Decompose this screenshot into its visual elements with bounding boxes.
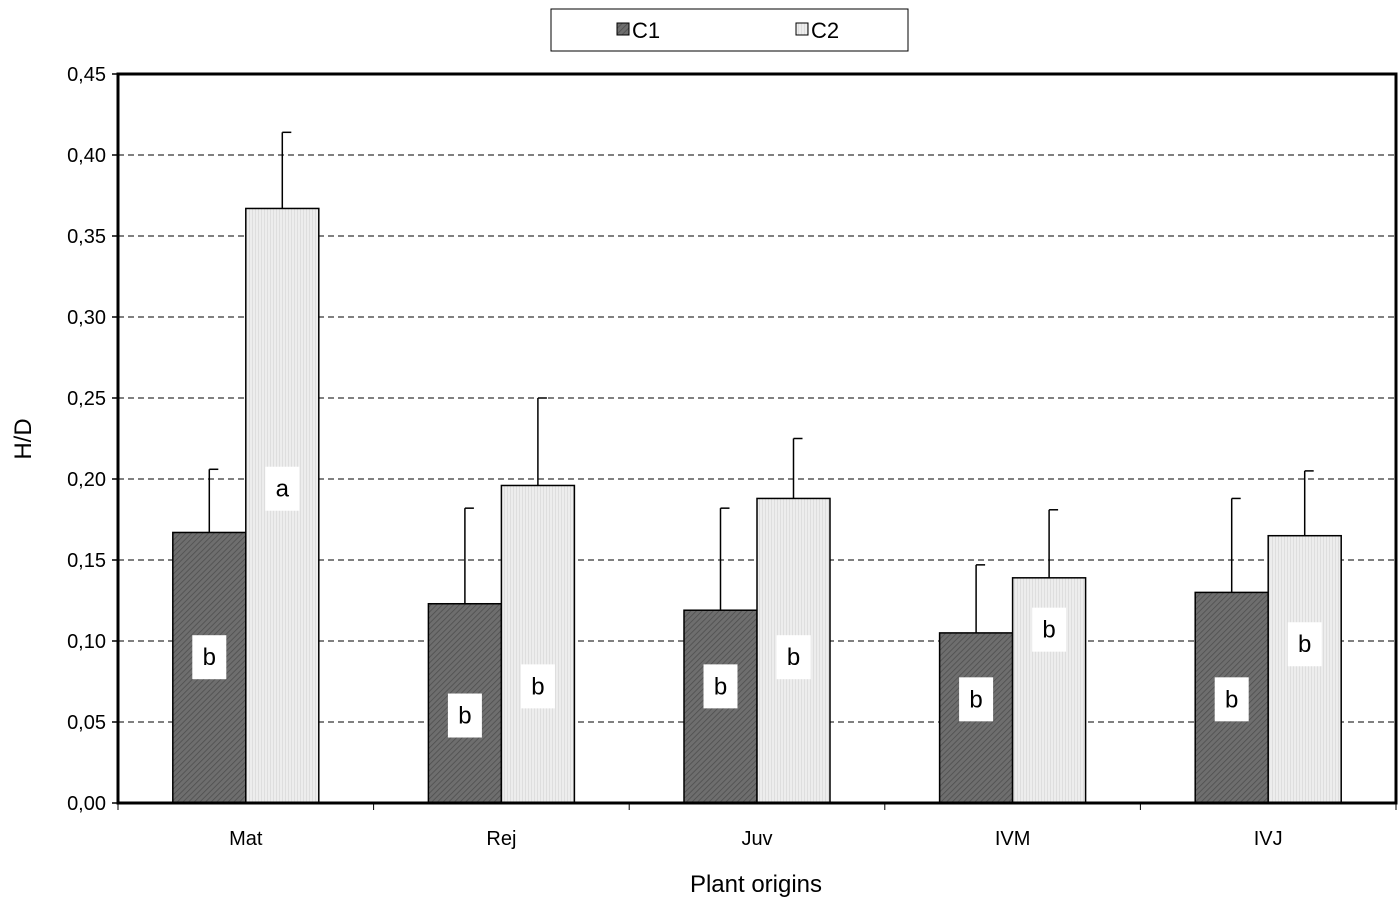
significance-letter: b (203, 644, 216, 671)
legend-label-c1: C1 (632, 18, 660, 43)
y-tick-label: 0,05 (67, 712, 106, 734)
bar-c2 (1267, 534, 1342, 804)
y-tick-label: 0,15 (67, 550, 106, 572)
y-tick-label: 0,40 (67, 145, 106, 167)
significance-letter: b (458, 703, 471, 730)
significance-letter: b (531, 673, 544, 700)
letter-box (1032, 607, 1067, 652)
y-tick-label: 0,25 (67, 388, 106, 410)
y-axis-title: H/D (10, 418, 37, 459)
plot-area-frame (116, 72, 1398, 805)
y-tick-label: 0,10 (67, 631, 106, 653)
y-tick-label: 0,30 (67, 307, 106, 329)
letter-box (265, 466, 300, 511)
letter-box (703, 664, 738, 709)
legend-label-c2: C2 (811, 18, 839, 43)
significance-letter: a (276, 476, 290, 503)
significance-letter: b (1298, 631, 1311, 658)
legend-swatch-c1 (616, 22, 630, 36)
letter-box (776, 635, 811, 680)
letter-box (1214, 677, 1249, 722)
y-axis: 0,00 0,05 0,10 0,15 0,20 0,25 0,30 0,35 0,40 0,45 (67, 64, 118, 815)
y-tick-label: 0,20 (67, 469, 106, 491)
bar-c2 (500, 484, 576, 804)
significance-letter: b (1042, 617, 1055, 644)
letter-box (192, 635, 227, 680)
legend-swatch-c2 (795, 22, 809, 36)
x-tick-label: Juv (741, 828, 772, 850)
y-tick-label: 0,35 (67, 226, 106, 248)
x-tick-label: IVM (995, 828, 1031, 850)
y-tick-label: 0,00 (67, 793, 106, 815)
legend-box (550, 8, 909, 52)
significance-letter: b (787, 644, 800, 671)
significance-letter: b (969, 686, 982, 713)
letter-box (447, 693, 482, 738)
significance-letter: b (714, 673, 727, 700)
significance-letters: b a b b b b b b b b (192, 466, 1322, 738)
legend: C1 C2 (550, 8, 909, 52)
y-tick-label: 0,45 (67, 64, 106, 86)
significance-letter: b (1225, 686, 1238, 713)
x-axis-title: Plant origins (690, 871, 822, 898)
x-tick-label: IVJ (1254, 828, 1283, 850)
gridlines (118, 154, 1396, 723)
bars (172, 207, 1342, 804)
x-axis: Mat Rej Juv IVM IVJ (117, 803, 1397, 850)
letter-box (520, 664, 555, 709)
letter-box (1287, 622, 1322, 667)
x-tick-label: Rej (486, 828, 516, 850)
letter-box (959, 677, 994, 722)
error-bars (208, 131, 1314, 633)
x-tick-label: Mat (229, 828, 263, 850)
